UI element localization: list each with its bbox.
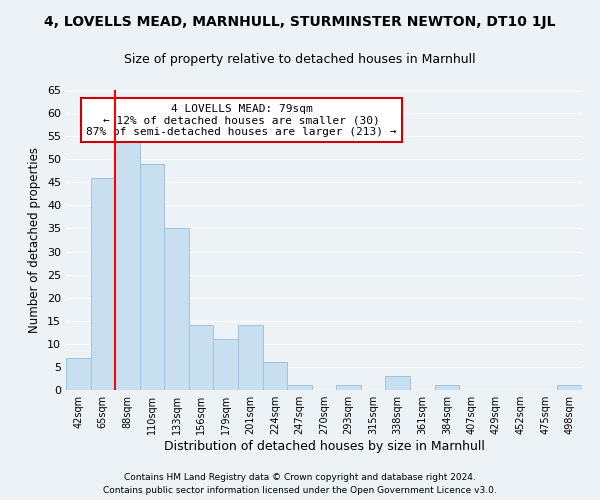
Bar: [91, 178, 115, 390]
Bar: [66, 358, 91, 390]
X-axis label: Distribution of detached houses by size in Marnhull: Distribution of detached houses by size …: [164, 440, 484, 453]
Bar: [557, 386, 582, 390]
Bar: [336, 386, 361, 390]
Text: Contains public sector information licensed under the Open Government Licence v3: Contains public sector information licen…: [103, 486, 497, 495]
Text: 4, LOVELLS MEAD, MARNHULL, STURMINSTER NEWTON, DT10 1JL: 4, LOVELLS MEAD, MARNHULL, STURMINSTER N…: [44, 15, 556, 29]
Text: 4 LOVELLS MEAD: 79sqm
← 12% of detached houses are smaller (30)
87% of semi-deta: 4 LOVELLS MEAD: 79sqm ← 12% of detached …: [86, 104, 397, 136]
Bar: [214, 339, 238, 390]
Text: Contains HM Land Registry data © Crown copyright and database right 2024.: Contains HM Land Registry data © Crown c…: [124, 472, 476, 482]
Bar: [263, 362, 287, 390]
Bar: [434, 386, 459, 390]
Bar: [287, 386, 312, 390]
Bar: [189, 326, 214, 390]
Bar: [115, 141, 140, 390]
Text: Size of property relative to detached houses in Marnhull: Size of property relative to detached ho…: [124, 52, 476, 66]
Bar: [385, 376, 410, 390]
Y-axis label: Number of detached properties: Number of detached properties: [28, 147, 41, 333]
Bar: [140, 164, 164, 390]
Bar: [164, 228, 189, 390]
Bar: [238, 326, 263, 390]
